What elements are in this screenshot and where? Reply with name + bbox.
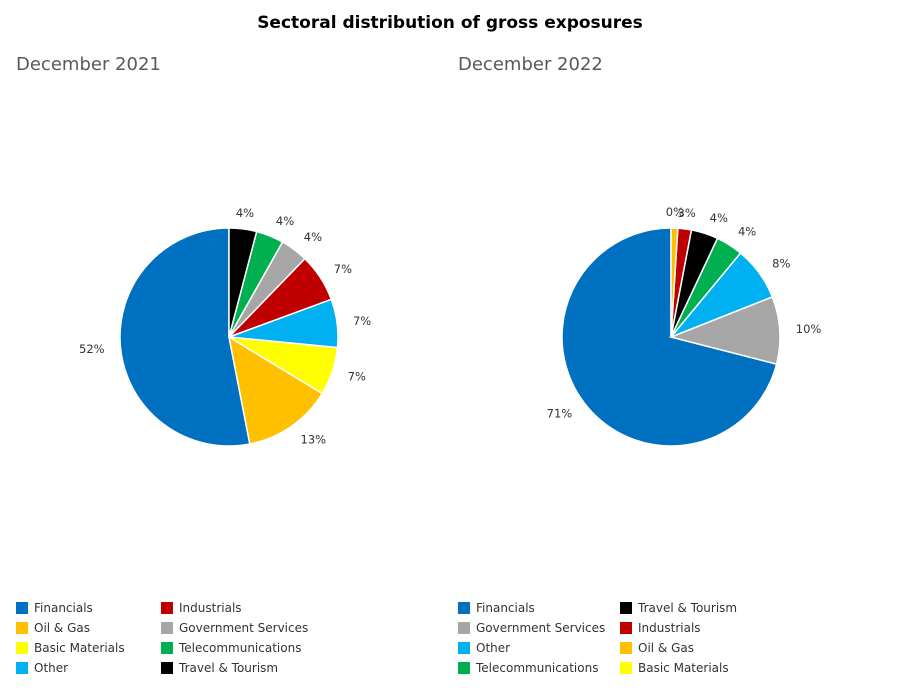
legend-item-2021-other: Other	[16, 658, 161, 678]
legend-label: Financials	[476, 601, 535, 615]
pie-title-december-2022: December 2022	[458, 54, 603, 75]
legend-swatch	[16, 622, 28, 634]
legend-swatch	[16, 642, 28, 654]
legend-item-2021-basic-materials: Basic Materials	[16, 638, 161, 658]
legend-item-2021-travel-and-tourism: Travel & Tourism	[161, 658, 336, 678]
legend-label: Telecommunications	[179, 641, 302, 655]
legend-item-2022-basic-materials: Basic Materials	[620, 658, 780, 678]
legend-swatch	[620, 642, 632, 654]
slice-label-2021-telecommunications: 4%	[276, 214, 294, 228]
legend-december-2022: Financials Travel & Tourism Government Ser…	[458, 598, 778, 678]
legend-label: Other	[476, 641, 511, 655]
slice-label-2022-telecommunications: 4%	[738, 224, 756, 238]
legend-swatch	[161, 642, 173, 654]
legend-label: Government Services	[179, 621, 309, 635]
slice-2021-travel-and-tourism	[228, 227, 258, 338]
legend-label: Basic Materials	[34, 641, 125, 655]
slice-label-2022-oil-and-gas: 0%	[666, 205, 684, 219]
slice-label-2021-industrials: 7%	[334, 262, 352, 276]
slice-2021-financials	[119, 227, 251, 447]
legend-swatch	[458, 642, 470, 654]
legend-swatch	[16, 602, 28, 614]
legend-item-2022-financials: Financials	[458, 598, 620, 618]
chart-title: Sectoral distribution of gross exposures	[257, 13, 643, 33]
legend-item-2022-oil-and-gas: Oil & Gas	[620, 638, 780, 658]
slice-label-2021-oil-and-gas: 13%	[301, 433, 327, 447]
legend-swatch	[620, 602, 632, 614]
slice-label-2021-travel-and-tourism: 4%	[236, 206, 254, 220]
legend-swatch	[458, 602, 470, 614]
legend-label: Financials	[34, 601, 93, 615]
slice-label-2022-government-services: 10%	[796, 322, 822, 336]
legend-item-2022-government-services: Government Services	[458, 618, 620, 638]
slice-label-2022-travel-and-tourism: 4%	[710, 211, 728, 225]
legend-item-2021-industrials: Industrials	[161, 598, 336, 618]
legend-swatch	[161, 602, 173, 614]
legend-swatch	[458, 662, 470, 674]
legend-item-2021-telecommunications: Telecommunications	[161, 638, 336, 658]
slice-label-2022-financials: 71%	[547, 407, 573, 421]
legend-item-2022-telecommunications: Telecommunications	[458, 658, 620, 678]
slice-label-2021-financials: 52%	[79, 342, 105, 356]
legend-label: Travel & Tourism	[638, 601, 738, 615]
legend-label: Telecommunications	[476, 661, 599, 675]
legend-label: Basic Materials	[638, 661, 729, 675]
legend-december-2021: Financials Industrials Oil & Gas Government…	[16, 598, 336, 678]
legend-item-2022-industrials: Industrials	[620, 618, 780, 638]
legend-swatch	[161, 622, 173, 634]
legend-item-2022-other: Other	[458, 638, 620, 658]
slice-2022-oil-and-gas	[670, 227, 679, 338]
legend-label: Oil & Gas	[34, 621, 91, 635]
legend-swatch	[620, 662, 632, 674]
slice-label-2021-other: 7%	[353, 314, 371, 328]
legend-label: Government Services	[476, 621, 606, 635]
legend-label: Other	[34, 661, 69, 675]
legend-label: Industrials	[638, 621, 701, 635]
slice-label-2022-industrials: 3%	[678, 206, 696, 220]
legend-swatch	[620, 622, 632, 634]
legend-item-2021-oil-and-gas: Oil & Gas	[16, 618, 161, 638]
slice-label-2021-government-services: 4%	[304, 230, 322, 244]
slice-label-2022-other: 8%	[772, 257, 790, 271]
legend-item-2022-travel-and-tourism: Travel & Tourism	[620, 598, 780, 618]
legend-swatch	[16, 662, 28, 674]
legend-swatch	[458, 622, 470, 634]
legend-label: Oil & Gas	[638, 641, 695, 655]
slice-2021-oil-and-gas	[227, 335, 324, 445]
legend-label: Travel & Tourism	[179, 661, 279, 675]
legend-label: Industrials	[179, 601, 242, 615]
legend-item-2021-government-services: Government Services	[161, 618, 336, 638]
slice-label-2021-basic-materials: 7%	[348, 369, 366, 383]
legend-swatch	[161, 662, 173, 674]
legend-item-2021-financials: Financials	[16, 598, 161, 618]
pie-title-december-2021: December 2021	[16, 54, 161, 75]
